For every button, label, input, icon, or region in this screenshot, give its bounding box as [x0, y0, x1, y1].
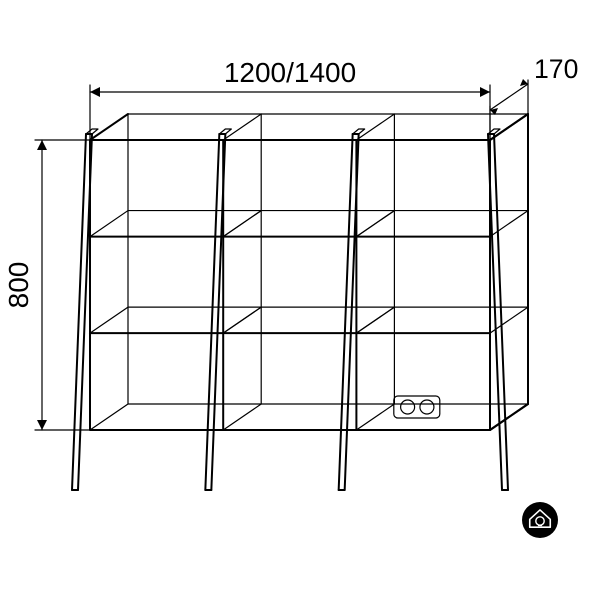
dim-height-label: 800: [3, 262, 34, 309]
lighting-badge-icon: [522, 502, 558, 538]
dim-width-label: 1200/1400: [224, 57, 356, 88]
cabinet-technical-drawing: 1200/1400 170 800: [0, 0, 600, 600]
dim-depth-label: 170: [534, 54, 578, 84]
